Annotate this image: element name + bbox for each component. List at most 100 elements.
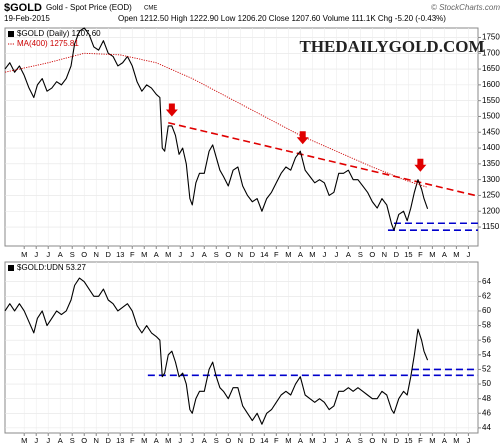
x-tick-label: O (81, 250, 87, 259)
y-tick-label: 44 (482, 423, 491, 432)
series-line (4, 277, 429, 425)
arrow (296, 131, 309, 145)
x-tick-label: F (274, 250, 279, 259)
x-tick-label: A (154, 436, 159, 445)
y-tick-label: 1650 (482, 64, 500, 73)
arrow (414, 158, 427, 172)
x-tick-label: M (309, 436, 315, 445)
x-tick-label: D (250, 250, 256, 259)
x-tick-label: D (394, 250, 400, 259)
arrow (165, 103, 178, 117)
x-tick-label: 14 (260, 250, 268, 259)
x-tick-label: A (58, 250, 63, 259)
x-tick-label: S (358, 250, 363, 259)
x-tick-label: N (238, 250, 243, 259)
x-tick-label: N (382, 250, 387, 259)
y-tick-label: 1700 (482, 48, 500, 57)
x-tick-label: J (34, 436, 38, 445)
x-tick-label: J (190, 436, 194, 445)
x-tick-label: M (21, 250, 27, 259)
x-tick-label: M (141, 436, 147, 445)
y-tick-label: 48 (482, 394, 491, 403)
x-tick-label: J (467, 436, 471, 445)
x-tick-label: F (274, 436, 279, 445)
y-tick-label: 46 (482, 408, 491, 417)
x-tick-label: J (334, 250, 338, 259)
y-tick-label: 1750 (482, 33, 500, 42)
legend-label: MA(400) 1275.81 (17, 39, 79, 48)
y-tick-label: 1250 (482, 191, 500, 200)
source: © StockCharts.com (431, 3, 500, 12)
legend-label: $GOLD (Daily) 1207.60 (17, 29, 101, 38)
y-tick-label: 1200 (482, 206, 500, 215)
exchange: CME (144, 6, 157, 12)
y-tick-label: 1450 (482, 127, 500, 136)
x-tick-label: M (165, 436, 171, 445)
watermark: THEDAILYGOLD.COM (300, 37, 485, 56)
x-tick-label: O (369, 250, 375, 259)
y-tick-label: 52 (482, 365, 491, 374)
x-tick-label: A (442, 250, 447, 259)
x-tick-label: A (58, 436, 63, 445)
x-tick-label: N (94, 250, 99, 259)
x-tick-label: A (298, 436, 303, 445)
x-tick-label: J (178, 250, 182, 259)
plot-area (4, 27, 479, 247)
x-tick-label: A (346, 436, 351, 445)
y-tick-label: 50 (482, 379, 491, 388)
y-tick-label: 56 (482, 335, 491, 344)
x-tick-label: N (382, 436, 387, 445)
chart-title: $GOLD (4, 2, 42, 14)
y-tick-label: 1350 (482, 159, 500, 168)
x-tick-label: F (418, 436, 423, 445)
x-tick-label: D (106, 250, 112, 259)
x-tick-label: A (346, 250, 351, 259)
y-tick-label: 60 (482, 306, 491, 315)
y-tick-label: 1500 (482, 112, 500, 121)
x-tick-label: M (21, 436, 27, 445)
x-tick-label: D (106, 436, 112, 445)
plot-area (4, 261, 479, 434)
x-tick-label: S (70, 436, 75, 445)
y-tick-label: 1150 (482, 222, 500, 231)
date: 19-Feb-2015 (4, 14, 50, 23)
x-tick-label: 14 (260, 436, 268, 445)
y-tick-label: 58 (482, 321, 491, 330)
legend-swatch (8, 31, 14, 37)
x-tick-label: M (453, 250, 459, 259)
legend-swatch (8, 265, 14, 271)
x-tick-label: 15 (404, 436, 412, 445)
x-tick-label: S (214, 436, 219, 445)
chart-subtitle: Gold - Spot Price (EOD) (46, 3, 132, 12)
x-tick-label: M (165, 250, 171, 259)
x-tick-label: O (225, 436, 231, 445)
x-tick-label: J (322, 436, 326, 445)
x-tick-label: F (130, 250, 135, 259)
x-tick-label: D (394, 436, 400, 445)
x-tick-label: M (429, 250, 435, 259)
x-tick-label: M (285, 250, 291, 259)
series-line (4, 27, 429, 231)
y-tick-label: 62 (482, 291, 491, 300)
x-tick-label: O (369, 436, 375, 445)
y-tick-label: 64 (482, 277, 491, 286)
x-tick-label: A (202, 436, 207, 445)
x-tick-label: 15 (404, 250, 412, 259)
x-tick-label: J (34, 250, 38, 259)
x-tick-label: D (250, 436, 256, 445)
x-tick-label: J (322, 250, 326, 259)
x-tick-label: A (202, 250, 207, 259)
x-tick-label: A (298, 250, 303, 259)
series-line (4, 52, 428, 188)
x-tick-label: 13 (116, 250, 124, 259)
x-tick-label: O (225, 250, 231, 259)
x-tick-label: S (214, 250, 219, 259)
y-tick-label: 1400 (482, 143, 500, 152)
x-tick-label: A (154, 250, 159, 259)
x-tick-label: J (190, 250, 194, 259)
x-tick-label: J (46, 436, 50, 445)
x-tick-label: J (334, 436, 338, 445)
x-tick-label: N (238, 436, 243, 445)
